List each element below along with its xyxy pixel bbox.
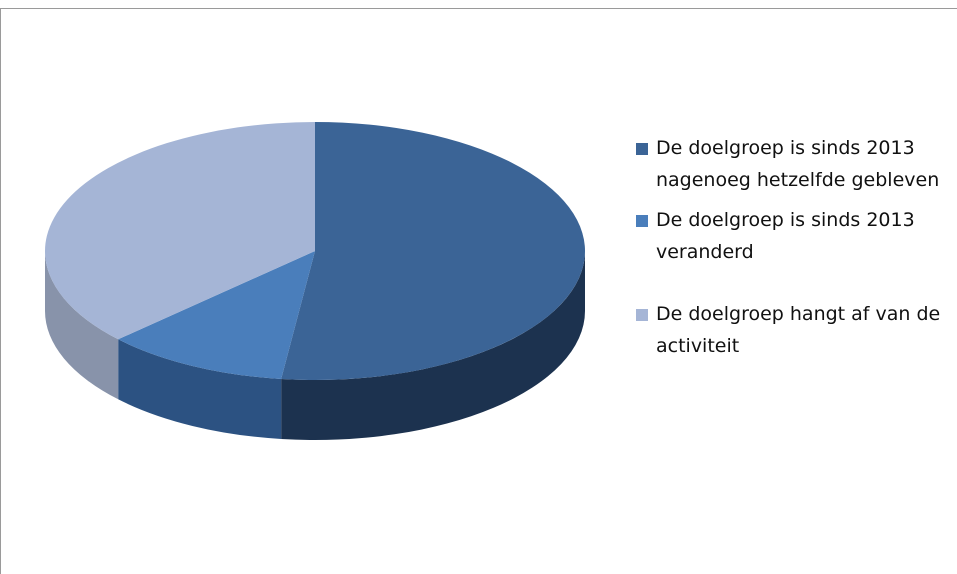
legend-swatch: [636, 143, 648, 155]
slice: [281, 122, 586, 381]
legend-label: De doelgroep is sinds 2013 nagenoeg hetz…: [656, 137, 940, 191]
legend-swatch: [636, 215, 648, 227]
legend-item: De doelgroep is sinds 2013 veranderd: [636, 204, 951, 268]
legend-swatch: [636, 309, 648, 321]
legend: De doelgroep is sinds 2013 nagenoeg hetz…: [636, 132, 951, 362]
legend-label: De doelgroep hangt af van de activiteit: [656, 303, 941, 357]
slice-side: [45, 251, 119, 400]
slice-side: [118, 339, 282, 439]
legend-item: De doelgroep is sinds 2013 nagenoeg hetz…: [636, 132, 951, 196]
pie: [44, 122, 586, 440]
legend-label: De doelgroep is sinds 2013 veranderd: [656, 209, 915, 263]
slice: [44, 122, 315, 340]
slice-side: [281, 251, 585, 440]
legend-item: De doelgroep hangt af van de activiteit: [636, 298, 951, 362]
frame: [0, 8, 957, 574]
slice: [118, 251, 316, 379]
